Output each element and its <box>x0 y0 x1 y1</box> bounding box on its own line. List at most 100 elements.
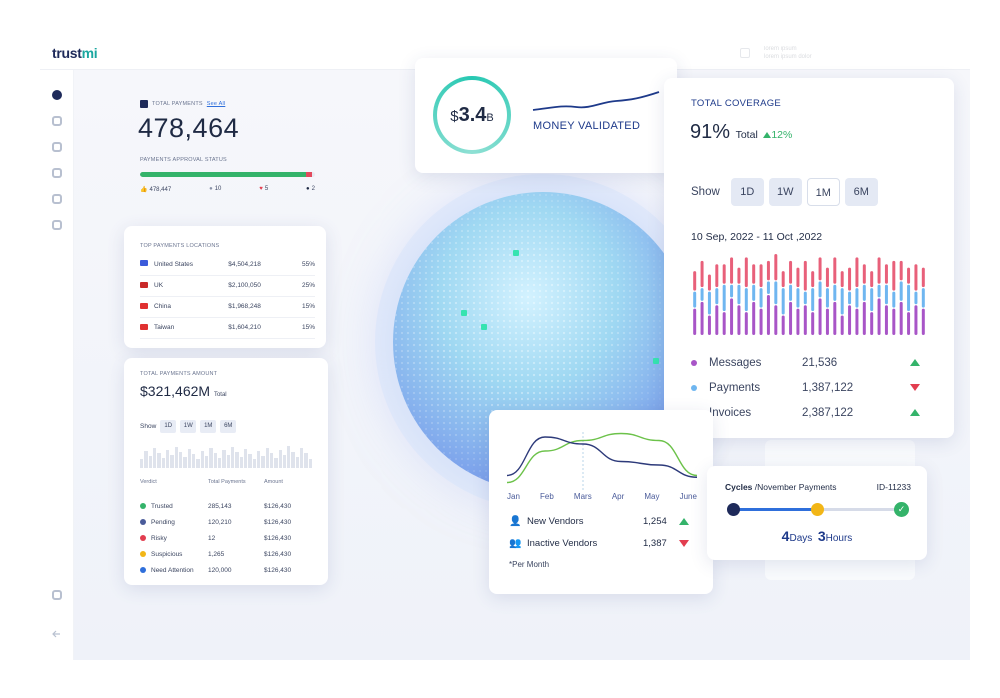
bar-messages <box>693 308 697 335</box>
bar-messages <box>884 305 888 335</box>
verdict-row: Need Attention 120,000 $126,430 <box>140 562 312 578</box>
flag-icon <box>140 302 148 309</box>
legend-dot <box>691 384 697 391</box>
bar-payments <box>884 284 888 305</box>
period-1w-button[interactable]: 1W <box>768 178 802 206</box>
payments-amount-card: TOTAL PAYMENTS AMOUNT $321,462M Total Sh… <box>124 358 328 585</box>
histogram-bar <box>256 450 261 468</box>
trend-up-icon <box>910 359 920 366</box>
histogram-bar <box>300 448 304 468</box>
bar-invoices <box>899 260 903 281</box>
bar-invoices <box>811 271 815 288</box>
month-tick-label: Jan <box>507 492 520 501</box>
histogram-bar <box>269 452 274 468</box>
bar-invoices <box>737 267 741 284</box>
total-payments-value: 478,464 <box>138 113 240 143</box>
bar-invoices <box>862 264 866 284</box>
nav-transfer-icon[interactable] <box>52 168 62 178</box>
flag-icon <box>140 281 148 288</box>
bar-messages <box>796 308 800 335</box>
pending-count: ● 10 <box>209 186 222 192</box>
bar-messages <box>907 312 911 335</box>
flag-icon <box>140 323 148 330</box>
legend-row: Payments 1,387,122 <box>691 375 931 400</box>
bar-payments <box>766 281 770 294</box>
histogram-bar <box>248 453 252 468</box>
month-tick-label: Feb <box>540 492 554 501</box>
bar-invoices <box>693 271 697 291</box>
cycle-duration: 4Days 3Hours <box>781 528 853 544</box>
histogram-bar <box>287 446 291 468</box>
coverage-legend: Messages 21,536 Payments 1,387,122 Invoi… <box>691 350 931 425</box>
see-all-link[interactable]: See All <box>206 101 226 107</box>
cycle-check-icon: ✓ <box>894 502 909 517</box>
bar-payments <box>855 288 859 308</box>
nav-dashboard-icon[interactable] <box>52 90 62 100</box>
period-1w-button[interactable]: 1W <box>180 420 197 433</box>
bar-payments <box>781 288 785 315</box>
nav-grid-icon[interactable] <box>52 194 62 204</box>
bar-invoices <box>781 271 785 288</box>
bar-invoices <box>715 264 719 288</box>
histogram-bar <box>261 455 265 468</box>
period-1d-button[interactable]: 1D <box>730 178 764 206</box>
bar-invoices <box>825 267 829 288</box>
bar-messages <box>730 298 734 335</box>
month-tick-label: May <box>644 492 660 501</box>
trend-down-icon <box>910 384 920 391</box>
total-payments-header: TOTAL PAYMENTS See All <box>140 100 225 108</box>
bar-messages <box>825 308 829 335</box>
period-1m-button[interactable]: 1M <box>806 178 840 206</box>
trend-up-icon <box>910 409 920 416</box>
nav-shield-icon[interactable] <box>52 142 62 152</box>
bar-payments <box>707 291 711 315</box>
period-6m-button[interactable]: 6M <box>844 178 878 206</box>
nav-users-icon[interactable] <box>52 116 62 126</box>
bar-payments <box>825 288 829 308</box>
bar-invoices <box>766 260 770 281</box>
period-1d-button[interactable]: 1D <box>160 420 177 433</box>
period-6m-button[interactable]: 6M <box>220 420 237 433</box>
locations-table: United States $4,504,218 55% UK $2,100,0… <box>140 254 315 339</box>
nav-gear-icon[interactable] <box>52 220 62 230</box>
bar-messages <box>892 308 896 335</box>
bar-invoices <box>921 267 925 288</box>
period-1m-button[interactable]: 1M <box>200 420 217 433</box>
bar-payments <box>833 284 837 301</box>
user-icon <box>740 48 750 58</box>
document-icon <box>140 100 148 108</box>
bar-payments <box>818 281 822 298</box>
bar-payments <box>693 291 697 308</box>
faded-user-info: lorem ipsum lorem ipsum dolor <box>740 44 860 64</box>
amount-table: Trusted 285,143 $126,430 Pending 120,210 … <box>140 498 312 578</box>
bar-payments <box>715 288 719 305</box>
histogram-bar <box>148 456 152 468</box>
bar-messages <box>862 301 866 335</box>
bar-invoices <box>744 257 748 288</box>
nav-menu-icon[interactable] <box>52 590 62 600</box>
nav-collapse-icon[interactable] <box>52 626 62 638</box>
histogram-bar <box>204 455 209 468</box>
verdict-status-icon <box>140 503 146 509</box>
bar-invoices <box>877 257 881 284</box>
trend-up-icon <box>679 518 689 525</box>
bar-messages <box>700 301 704 335</box>
bar-invoices <box>870 271 874 288</box>
cycle-start-icon <box>727 503 740 516</box>
bar-payments <box>789 284 793 301</box>
bar-payments <box>752 284 756 301</box>
bar-invoices <box>855 257 859 288</box>
bar-messages <box>774 305 778 335</box>
bar-invoices <box>789 260 793 284</box>
histogram-bar <box>243 448 248 468</box>
trustmi-logo[interactable]: trustmi <box>52 45 98 61</box>
bar-messages <box>840 315 844 335</box>
vendors-month-axis: Jan Feb Mars Apr May June <box>507 492 697 501</box>
series-line-new-vendors <box>507 432 697 484</box>
verdict-status-icon <box>140 535 146 541</box>
verdict-row: Risky 12 $126,430 <box>140 530 312 546</box>
histogram-bar <box>152 447 157 468</box>
new-vendors-row: 👤 New Vendors 1,254 <box>509 516 695 527</box>
inactive-vendors-row: 👥 Inactive Vendors 1,387 <box>509 538 695 549</box>
bar-payments <box>759 288 763 308</box>
